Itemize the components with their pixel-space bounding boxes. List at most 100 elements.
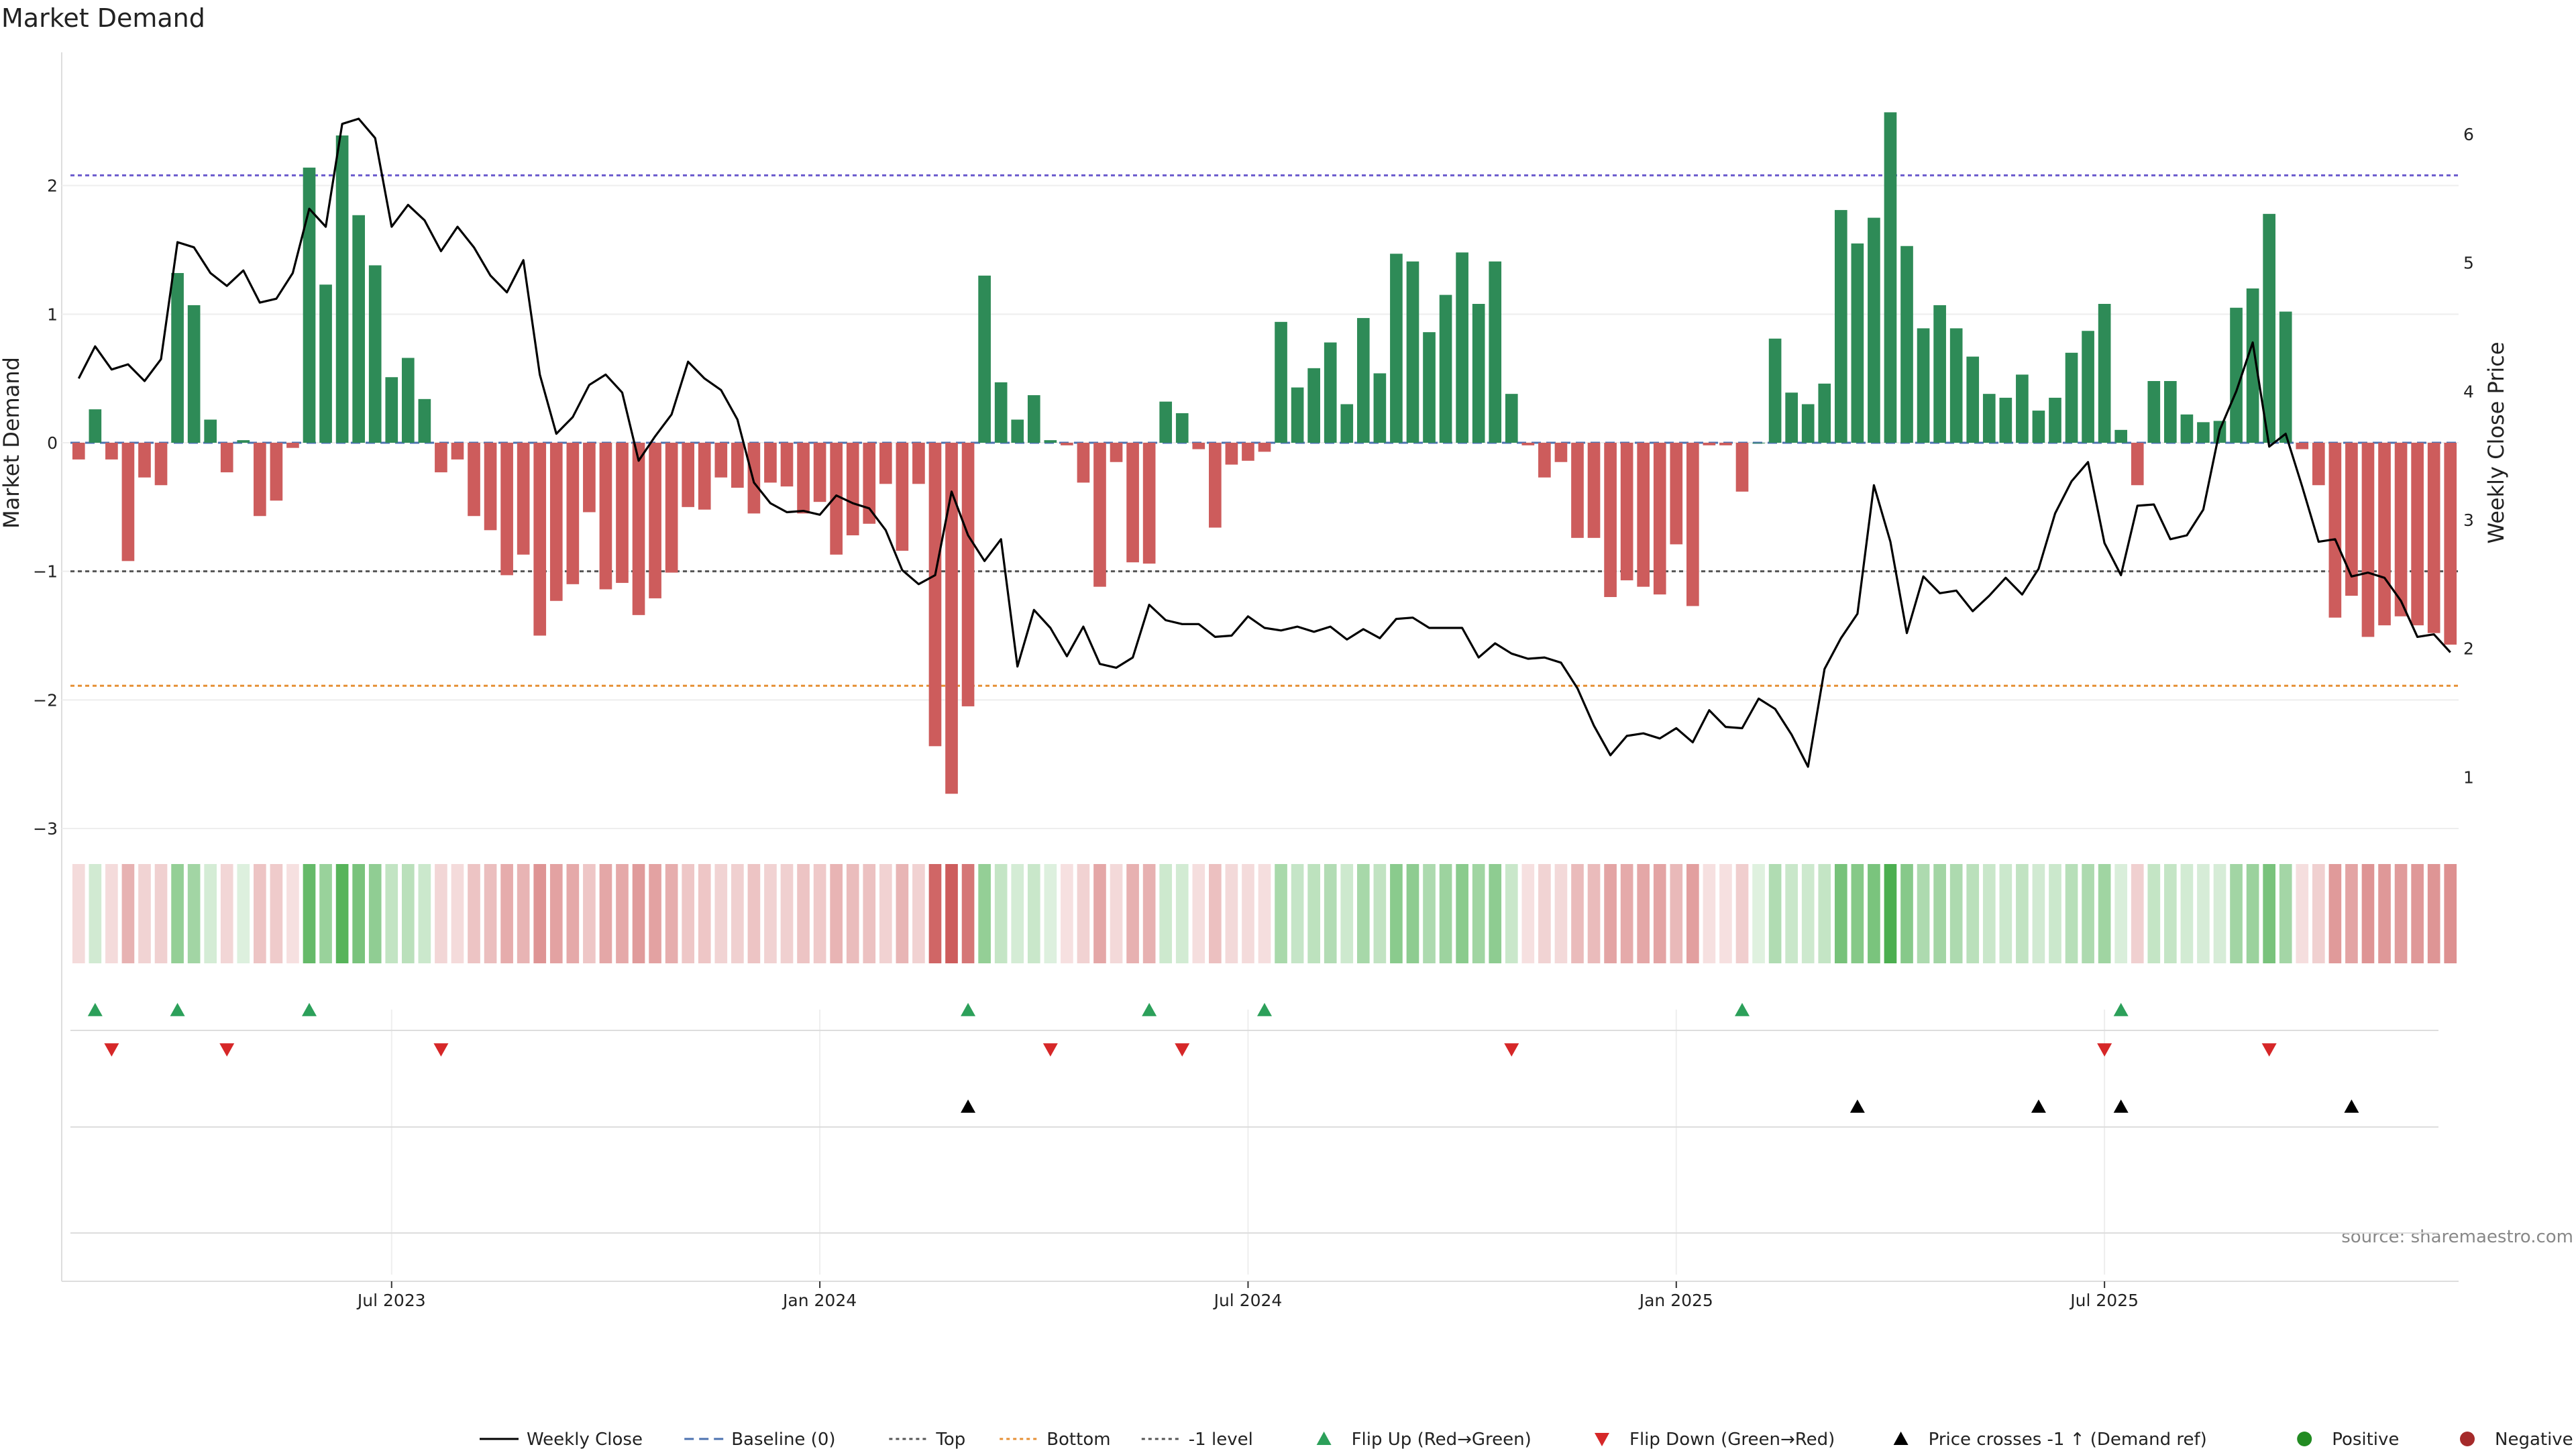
heat-cell bbox=[566, 864, 580, 963]
demand-bar bbox=[2082, 331, 2094, 443]
demand-bar bbox=[418, 398, 431, 443]
demand-bar bbox=[1159, 401, 1173, 443]
demand-bar bbox=[549, 443, 563, 601]
demand-bar bbox=[1949, 328, 1963, 443]
heat-cell bbox=[1291, 864, 1304, 963]
demand-bar bbox=[2312, 443, 2325, 486]
demand-bar bbox=[1719, 443, 1732, 445]
heat-cell bbox=[2312, 864, 2325, 963]
flip-up-marker bbox=[2113, 1003, 2129, 1016]
demand-bar bbox=[2246, 288, 2259, 443]
demand-bar bbox=[1258, 443, 1271, 452]
heat-cell bbox=[1011, 864, 1024, 963]
flip-down-marker bbox=[1175, 1043, 1190, 1057]
legend-label: Price crosses -1 ↑ (Demand ref) bbox=[1929, 1430, 2207, 1449]
heat-cell bbox=[2411, 864, 2424, 963]
flip-up-marker bbox=[1735, 1003, 1750, 1016]
heat-cell bbox=[1620, 864, 1633, 963]
heat-cell bbox=[418, 864, 431, 963]
heat-cell bbox=[2345, 864, 2358, 963]
heat-cell bbox=[1027, 864, 1040, 963]
y-tick-left: −3 bbox=[33, 819, 58, 839]
legend-label: -1 level bbox=[1189, 1430, 1253, 1449]
axis-ticks: 2 1 0 −1 −2 −3 6 5 4 3 2 1 Jul 2023 Jan 2024 Jul 2024 J… bbox=[33, 125, 2474, 1310]
demand-bar bbox=[682, 443, 695, 507]
demand-bar bbox=[1917, 328, 1930, 443]
heat-cell bbox=[731, 864, 744, 963]
demand-bar bbox=[1505, 394, 1518, 443]
demand-bar bbox=[171, 273, 184, 443]
heat-cell bbox=[220, 864, 233, 963]
demand-bar bbox=[1768, 338, 1782, 443]
heat-cell bbox=[2378, 864, 2391, 963]
price-cross-marker bbox=[2344, 1099, 2359, 1113]
demand-bar bbox=[1834, 210, 1847, 443]
legend-label: Weekly Close bbox=[527, 1430, 643, 1449]
demand-bar bbox=[352, 215, 365, 443]
heat-cell bbox=[1521, 864, 1535, 963]
demand-bar bbox=[1554, 443, 1568, 462]
demand-bar bbox=[1489, 261, 1502, 443]
heat-cell bbox=[863, 864, 876, 963]
heat-cell bbox=[451, 864, 464, 963]
heat-cell bbox=[1142, 864, 1156, 963]
legend-item: -1 level bbox=[1141, 1430, 1253, 1449]
legend-label: Positive bbox=[2332, 1430, 2399, 1449]
demand-bar bbox=[254, 443, 266, 517]
heat-cell bbox=[1505, 864, 1518, 963]
demand-bar bbox=[1291, 387, 1304, 443]
flip-down-marker bbox=[1504, 1043, 1519, 1057]
heat-cell bbox=[2197, 864, 2210, 963]
heat-cell bbox=[945, 864, 958, 963]
demand-bar bbox=[1439, 294, 1452, 443]
demand-bar bbox=[1571, 443, 1584, 538]
demand-bar bbox=[1192, 443, 1205, 449]
demand-bar bbox=[863, 443, 876, 524]
demand-bar bbox=[2279, 311, 2292, 443]
heat-cell bbox=[1703, 864, 1716, 963]
demand-bar bbox=[385, 377, 398, 443]
flip-up-marker bbox=[961, 1003, 976, 1016]
demand-bar bbox=[89, 409, 102, 443]
legend-item: Flip Down (Green→Red) bbox=[1595, 1430, 1835, 1449]
heat-cell bbox=[1159, 864, 1173, 963]
y-tick-left: 0 bbox=[47, 433, 58, 453]
heat-cell bbox=[961, 864, 975, 963]
demand-bar bbox=[747, 443, 761, 514]
heat-cell bbox=[879, 864, 892, 963]
demand-bar bbox=[2016, 374, 2029, 443]
demand-bars bbox=[72, 112, 2457, 794]
demand-bar bbox=[1670, 443, 1683, 545]
heat-cell bbox=[286, 864, 299, 963]
demand-bar bbox=[1982, 394, 1996, 443]
demand-bar bbox=[1735, 443, 1749, 492]
demand-bar bbox=[2147, 381, 2161, 443]
demand-bar bbox=[2230, 307, 2243, 443]
legend-label: Negative bbox=[2495, 1430, 2573, 1449]
heat-cell bbox=[1966, 864, 1980, 963]
demand-bar bbox=[1999, 397, 2012, 443]
heat-cell bbox=[237, 864, 250, 963]
demand-bar bbox=[401, 358, 415, 443]
demand-bar bbox=[714, 443, 728, 478]
grid-lines bbox=[61, 52, 2459, 1282]
x-tick-label: Jan 2025 bbox=[1638, 1291, 1713, 1310]
demand-bar bbox=[2378, 443, 2391, 626]
heat-cell bbox=[1834, 864, 1847, 963]
demand-bar bbox=[846, 443, 859, 535]
heat-cell bbox=[632, 864, 645, 963]
x-tick-label: Jan 2024 bbox=[782, 1291, 857, 1310]
demand-bar bbox=[1093, 443, 1106, 587]
legend-swatch bbox=[1595, 1433, 1609, 1446]
demand-bar bbox=[2263, 213, 2275, 443]
demand-bar bbox=[1011, 419, 1024, 443]
heat-cell bbox=[1126, 864, 1139, 963]
demand-bar bbox=[731, 443, 744, 488]
demand-bar bbox=[1242, 443, 1254, 461]
demand-bar bbox=[1110, 443, 1123, 462]
heat-cell bbox=[1324, 864, 1337, 963]
demand-bar bbox=[1868, 217, 1880, 443]
demand-bar bbox=[335, 135, 349, 443]
demand-bar bbox=[599, 443, 612, 590]
